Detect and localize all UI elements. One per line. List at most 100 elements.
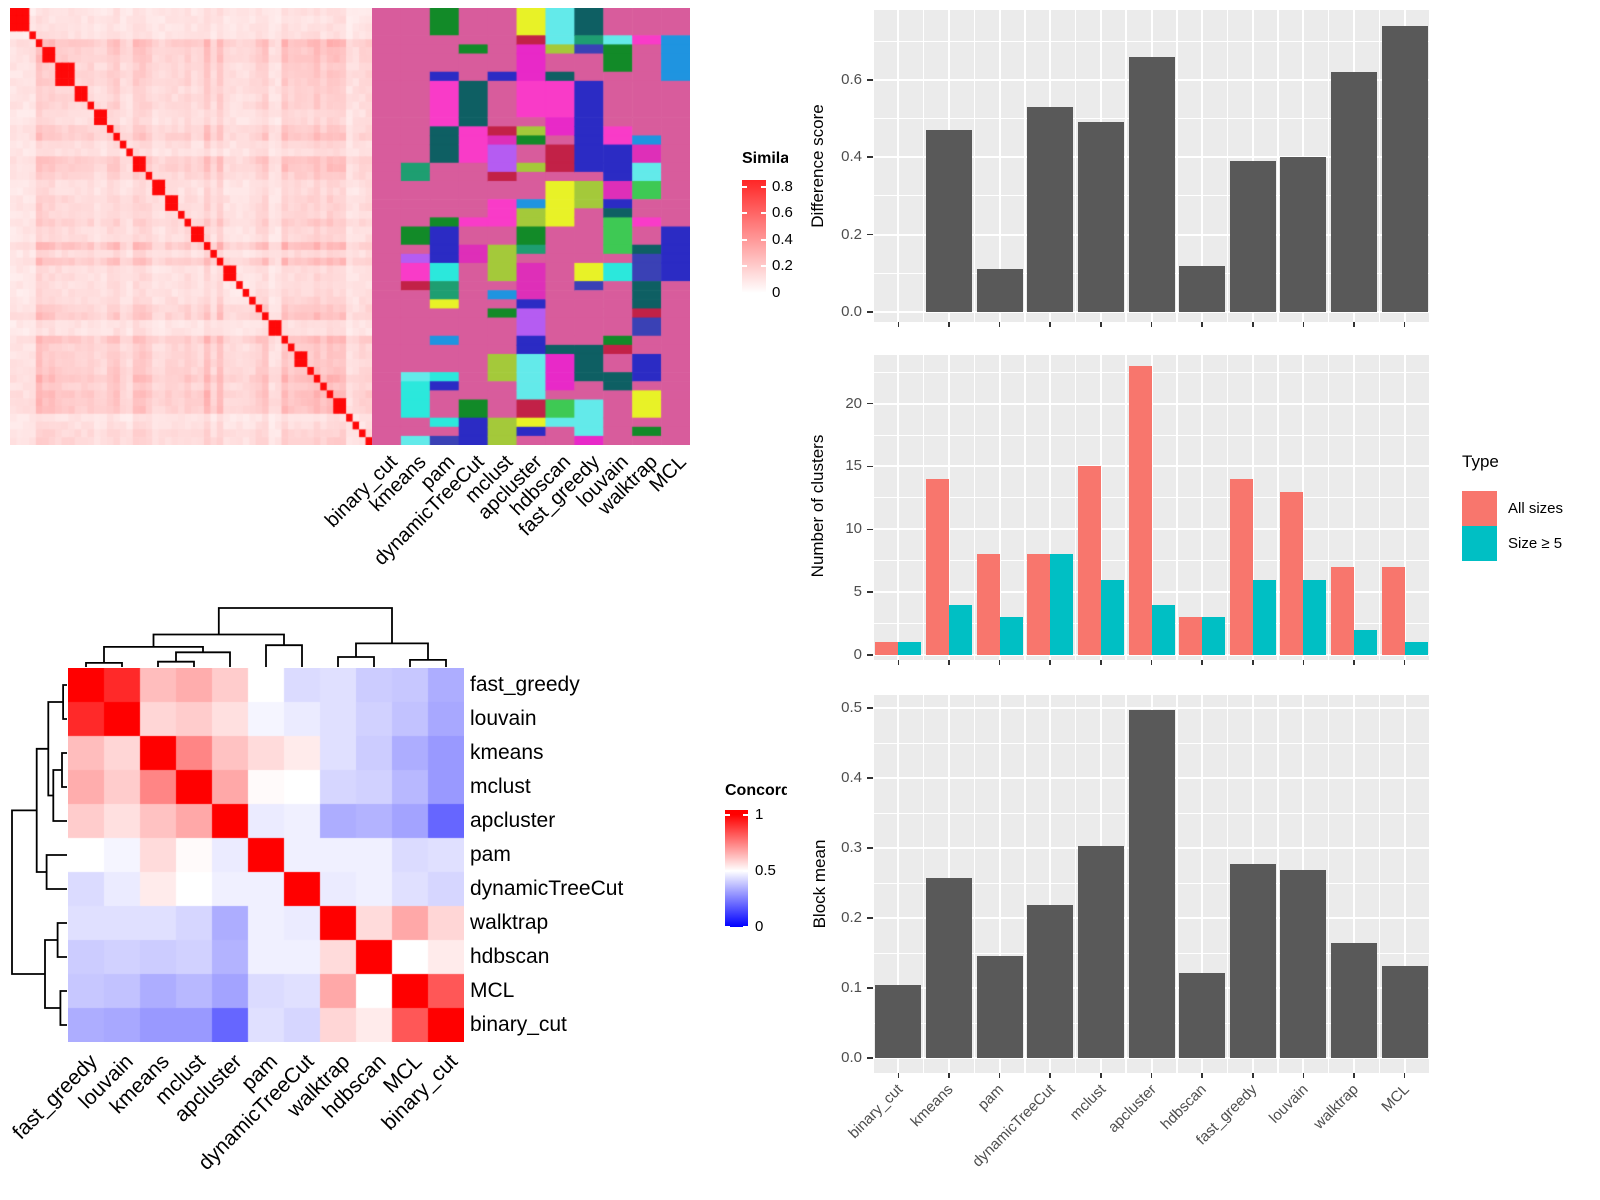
left-dendrogram (11, 684, 67, 1026)
y-tick-label: 5 (853, 583, 862, 601)
bar-Size-5-fast_greedy (1252, 579, 1276, 655)
legend-swatch-size-ge-5 (1462, 526, 1497, 561)
top-dendrogram (85, 607, 447, 667)
concordance-heatmap (68, 668, 464, 1042)
bar-All-sizes-walktrap (1331, 567, 1355, 655)
y-tick-label: 0.1 (841, 979, 862, 996)
y-tick-mark (867, 591, 873, 593)
gridline-vertical (1378, 10, 1381, 322)
gridline-vertical (973, 10, 976, 322)
y-tick-mark (867, 1057, 873, 1059)
gridline-vertical (973, 355, 976, 660)
gridline-vertical (872, 695, 874, 1073)
similarity-heatmap (10, 8, 372, 445)
gridline-vertical (1327, 695, 1330, 1073)
gridline-vertical (1049, 695, 1052, 1073)
y-tick-mark (867, 311, 873, 313)
y-tick-label: 20 (845, 394, 862, 412)
similarity-legend-tick-label: 0.2 (772, 257, 793, 275)
gridline-vertical (1201, 355, 1204, 660)
concordance-row-label-kmeans: kmeans (470, 741, 544, 764)
block-mean-axis-title: Block mean (810, 839, 829, 929)
x-tick-mark (1252, 322, 1254, 327)
top-dendrogram-path (85, 607, 447, 667)
gridline-vertical (1226, 695, 1229, 1073)
type-legend-label-size-ge-5: Size ≥ 5 (1508, 535, 1563, 552)
y-tick-label: 0.0 (841, 1049, 862, 1066)
y-tick-mark (867, 917, 873, 919)
x-tick-mark (1049, 322, 1051, 327)
gridline-vertical (1277, 695, 1279, 1073)
bar-Size-5-apcluster (1151, 604, 1175, 655)
gridline-vertical (1353, 355, 1356, 660)
bar-dynamicTreeCut (1027, 905, 1074, 1058)
concordance-legend-tickmark (725, 869, 730, 872)
gridline-vertical (1226, 355, 1229, 660)
concordance-row-label-MCL: MCL (470, 979, 515, 1002)
gridline-major (873, 465, 1430, 468)
gridline-vertical (1403, 695, 1406, 1073)
concordance-row-label-hdbscan: hdbscan (470, 945, 550, 968)
concordance-row-label-binary_cut: binary_cut (470, 1013, 567, 1036)
y-tick-label: 0.4 (841, 769, 862, 786)
concordance-row-label-walktrap: walktrap (470, 911, 549, 934)
gridline-vertical (1150, 355, 1153, 660)
bar-Size-5-walktrap (1354, 629, 1378, 655)
type-legend-label-all-sizes: All sizes (1508, 500, 1564, 517)
x-tick-label-mclust: mclust (1066, 1081, 1109, 1124)
gridline-vertical (872, 355, 874, 660)
x-tick-label-walktrap: walktrap (1310, 1081, 1363, 1133)
y-tick-label: 0.4 (841, 148, 862, 166)
bar-Size-5-binary_cut (898, 642, 922, 655)
gridline-vertical (897, 10, 900, 322)
x-tick-label-binary_cut: binary_cut (845, 1081, 907, 1142)
bar-pam (976, 269, 1023, 312)
membership-heatmap (372, 8, 690, 445)
gridline-major (873, 311, 1430, 313)
concordance-legend-tickmark (725, 926, 730, 928)
bar-Size-5-MCL (1404, 642, 1428, 655)
left-dendrogram-path (11, 684, 67, 1026)
gridline-vertical (1074, 355, 1077, 660)
y-tick-mark (867, 847, 873, 849)
y-tick-mark (867, 987, 873, 989)
gridline-vertical (897, 355, 900, 660)
bar-All-sizes-binary_cut (875, 642, 899, 655)
bar-walktrap (1331, 72, 1378, 312)
gridline-vertical (998, 695, 1001, 1073)
x-tick-mark (1302, 660, 1305, 665)
bar-fast_greedy (1229, 161, 1276, 312)
gridline-vertical (947, 355, 950, 660)
y-tick-label: 0 (853, 646, 862, 663)
bar-walktrap (1331, 943, 1378, 1058)
y-tick-label: 0.6 (841, 70, 862, 88)
gridline-minor (873, 40, 1430, 42)
x-tick-label-louvain: louvain (1265, 1081, 1312, 1127)
bar-All-sizes-apcluster (1128, 365, 1152, 655)
gridline-vertical (1429, 695, 1431, 1073)
bar-Size-5-louvain (1303, 579, 1327, 655)
bar-louvain (1280, 870, 1327, 1058)
bar-hdbscan (1179, 973, 1226, 1058)
bar-apcluster (1128, 56, 1175, 312)
bar-All-sizes-MCL (1381, 567, 1405, 655)
bar-apcluster (1128, 710, 1175, 1058)
similarity-legend-tickmark (761, 238, 766, 241)
x-tick-mark (998, 1073, 1001, 1078)
gridline-vertical (1176, 695, 1178, 1073)
x-tick-mark (1100, 322, 1102, 327)
similarity-legend-tick-label: 0.6 (772, 204, 793, 222)
bar-Size-5-dynamicTreeCut (1050, 554, 1074, 655)
gridline-vertical (1176, 355, 1178, 660)
type-legend-title: Type (1462, 452, 1499, 471)
bar-Size-5-pam (999, 617, 1023, 655)
similarity-legend-tick-label: 0.4 (772, 230, 793, 248)
y-tick-mark (867, 528, 873, 531)
gridline-vertical (1429, 355, 1431, 660)
number-of-clusters-axis-title: Number of clusters (808, 434, 827, 578)
x-tick-mark (948, 1073, 950, 1078)
x-tick-mark (1100, 660, 1102, 665)
concordance-legend-tickmark (743, 869, 748, 872)
concordance-row-label-pam: pam (470, 843, 511, 866)
